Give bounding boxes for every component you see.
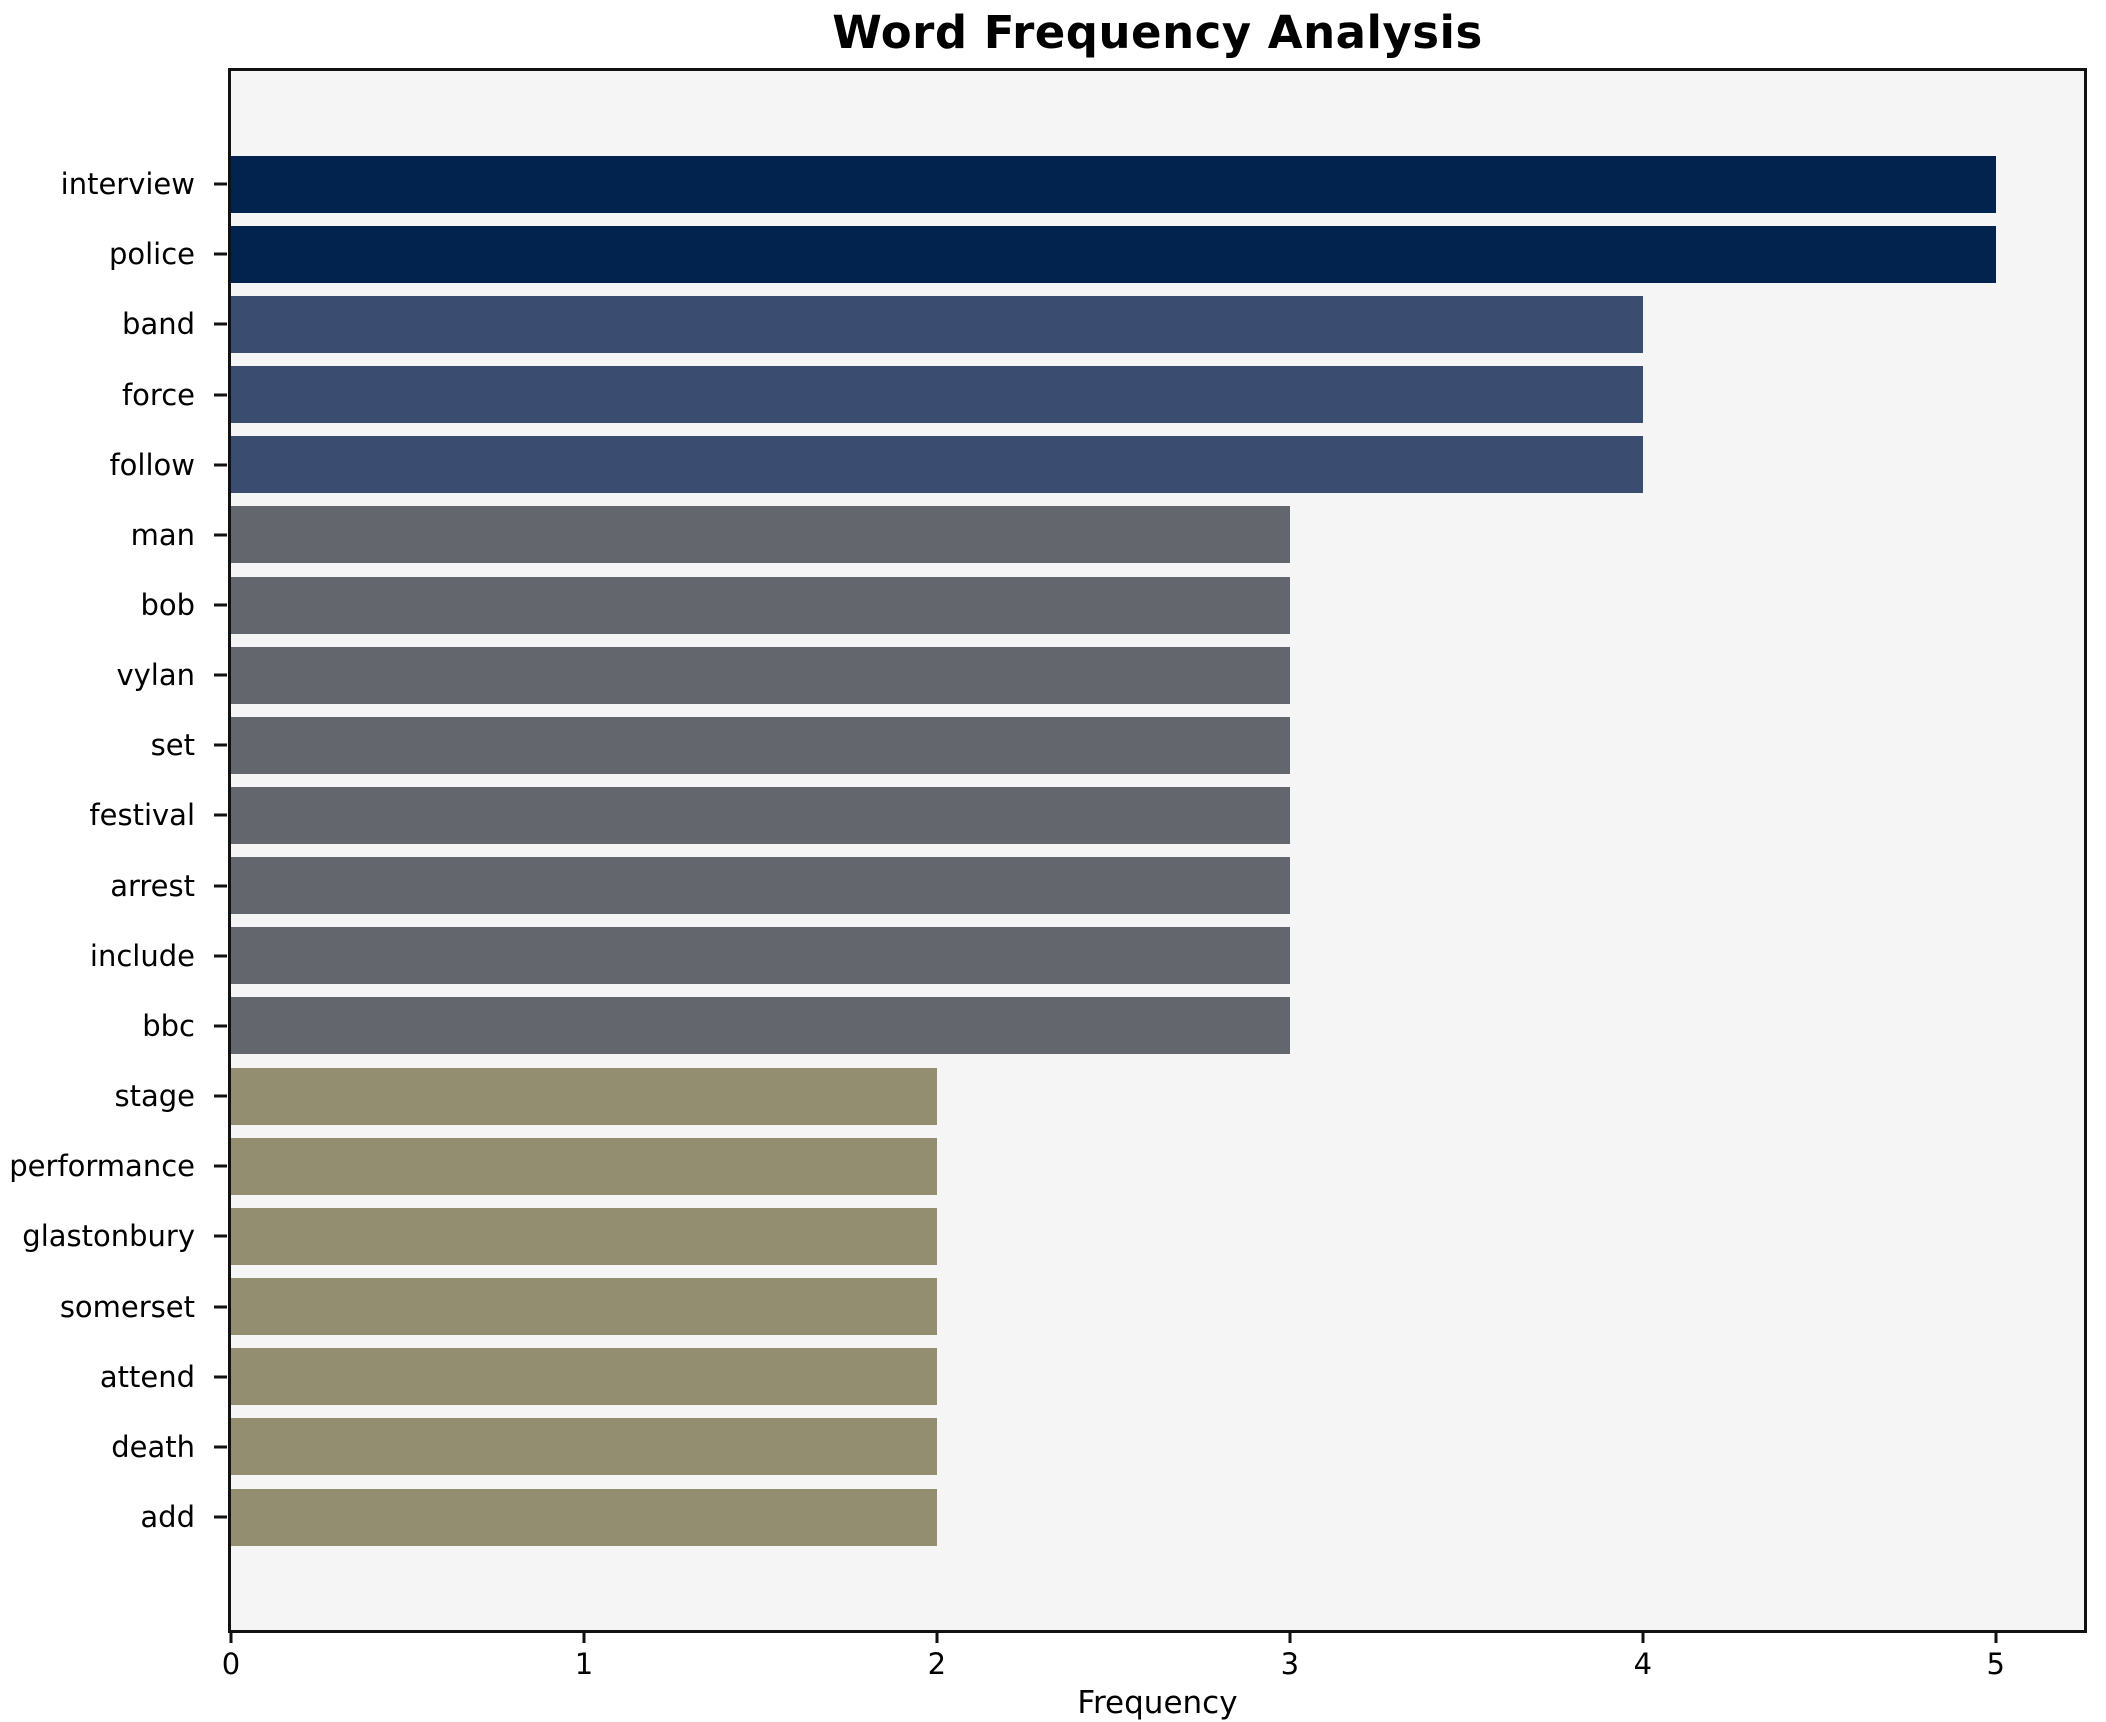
bar xyxy=(231,506,1290,564)
bar-row: add xyxy=(140,1482,2084,1552)
bar xyxy=(231,786,1290,844)
x-tick-mark xyxy=(1288,1630,1292,1643)
y-tick-mark xyxy=(214,1024,227,1028)
y-tick-mark xyxy=(214,673,227,677)
y-tick-mark xyxy=(214,463,227,467)
y-tick-mark xyxy=(214,1515,227,1519)
x-tick-mark xyxy=(1641,1630,1645,1643)
bar xyxy=(231,1278,937,1336)
bar xyxy=(231,1067,937,1125)
x-tick-label: 3 xyxy=(1280,1647,1300,1681)
bar-row: interview xyxy=(61,149,2084,219)
x-tick-label: 2 xyxy=(927,1647,947,1681)
y-tick-mark xyxy=(214,533,227,537)
y-tick-mark xyxy=(214,1305,227,1309)
y-tick-mark xyxy=(214,743,227,747)
x-tick-mark xyxy=(582,1630,586,1643)
bar-row: follow xyxy=(109,430,2084,500)
bar xyxy=(231,155,1996,213)
x-tick-mark xyxy=(229,1630,233,1643)
y-tick-label: include xyxy=(89,938,195,973)
y-tick-mark xyxy=(214,1164,227,1168)
y-tick-mark xyxy=(214,1094,227,1098)
x-tick-label: 5 xyxy=(1986,1647,2005,1681)
bar xyxy=(231,1207,937,1265)
y-tick-mark xyxy=(214,393,227,397)
x-tick-label: 0 xyxy=(221,1647,241,1681)
bar-rows: interview police band force follow man bob vyla… xyxy=(9,71,2084,1630)
y-tick-label: arrest xyxy=(110,868,195,903)
y-tick-mark xyxy=(214,603,227,607)
bar-row: death xyxy=(111,1412,2084,1482)
bar-row: attend xyxy=(100,1342,2084,1412)
x-tick-label: 1 xyxy=(574,1647,594,1681)
bar xyxy=(231,716,1290,774)
bar-row: performance xyxy=(9,1131,2084,1201)
y-tick-label: man xyxy=(130,517,195,552)
y-tick-mark xyxy=(214,182,227,186)
y-tick-label: glastonbury xyxy=(22,1219,195,1254)
y-tick-label: police xyxy=(108,237,195,272)
bar xyxy=(231,576,1290,634)
x-tick-mark xyxy=(935,1630,939,1643)
y-tick-label: vylan xyxy=(116,658,195,693)
x-tick-label: 4 xyxy=(1633,1647,1653,1681)
bar xyxy=(231,436,1643,494)
bar-row: somerset xyxy=(60,1272,2084,1342)
bar-row: glastonbury xyxy=(22,1201,2084,1271)
y-tick-label: somerset xyxy=(59,1289,195,1324)
plot-area: interview police band force follow man bob vyla… xyxy=(9,68,2087,1721)
bar-row: bbc xyxy=(142,991,2084,1061)
y-tick-label: band xyxy=(122,307,195,342)
y-tick-mark xyxy=(214,954,227,958)
y-tick-label: bbc xyxy=(142,1008,195,1043)
y-tick-mark xyxy=(214,322,227,326)
y-tick-mark xyxy=(214,1375,227,1379)
bar xyxy=(231,997,1290,1055)
bar xyxy=(231,225,1996,283)
bar xyxy=(231,927,1290,985)
bar xyxy=(231,1137,937,1195)
y-tick-label: performance xyxy=(9,1149,195,1184)
y-tick-label: set xyxy=(150,728,195,763)
bar xyxy=(231,1348,937,1406)
bar xyxy=(231,366,1643,424)
y-tick-label: bob xyxy=(140,588,195,623)
x-tick-mark xyxy=(1994,1630,1998,1643)
y-tick-label: death xyxy=(111,1429,195,1464)
bar-row: force xyxy=(122,359,2084,429)
bar-row: arrest xyxy=(110,851,2084,921)
y-tick-mark xyxy=(214,1445,227,1449)
bar-row: stage xyxy=(114,1061,2084,1131)
y-tick-label: add xyxy=(140,1500,195,1535)
bar xyxy=(231,857,1290,915)
y-tick-label: attend xyxy=(99,1359,195,1394)
bar-row: include xyxy=(90,921,2084,991)
bar-row: vylan xyxy=(116,640,2084,710)
bar xyxy=(231,1418,937,1476)
y-tick-label: interview xyxy=(60,167,195,202)
bar-row: man xyxy=(131,500,2084,570)
bar-row: festival xyxy=(89,780,2084,850)
y-tick-mark xyxy=(214,884,227,888)
x-axis-label: Frequency xyxy=(1077,1685,1238,1721)
y-tick-mark xyxy=(214,252,227,256)
bar-row: band xyxy=(122,289,2084,359)
y-tick-label: force xyxy=(121,377,195,412)
y-tick-label: festival xyxy=(89,798,195,833)
bar-row: police xyxy=(109,219,2084,289)
bar xyxy=(231,295,1643,353)
bar-row: set xyxy=(151,710,2084,780)
bar xyxy=(231,646,1290,704)
bar-row: bob xyxy=(140,570,2084,640)
y-tick-mark xyxy=(214,1234,227,1238)
bar xyxy=(231,1488,937,1546)
y-tick-label: follow xyxy=(109,447,195,482)
y-tick-label: stage xyxy=(114,1079,195,1114)
y-tick-mark xyxy=(214,813,227,817)
chart-title: Word Frequency Analysis xyxy=(832,6,1483,59)
